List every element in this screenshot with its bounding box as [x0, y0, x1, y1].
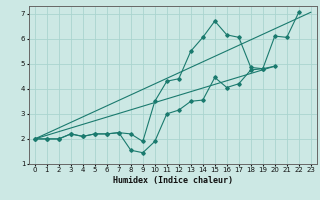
X-axis label: Humidex (Indice chaleur): Humidex (Indice chaleur): [113, 176, 233, 185]
